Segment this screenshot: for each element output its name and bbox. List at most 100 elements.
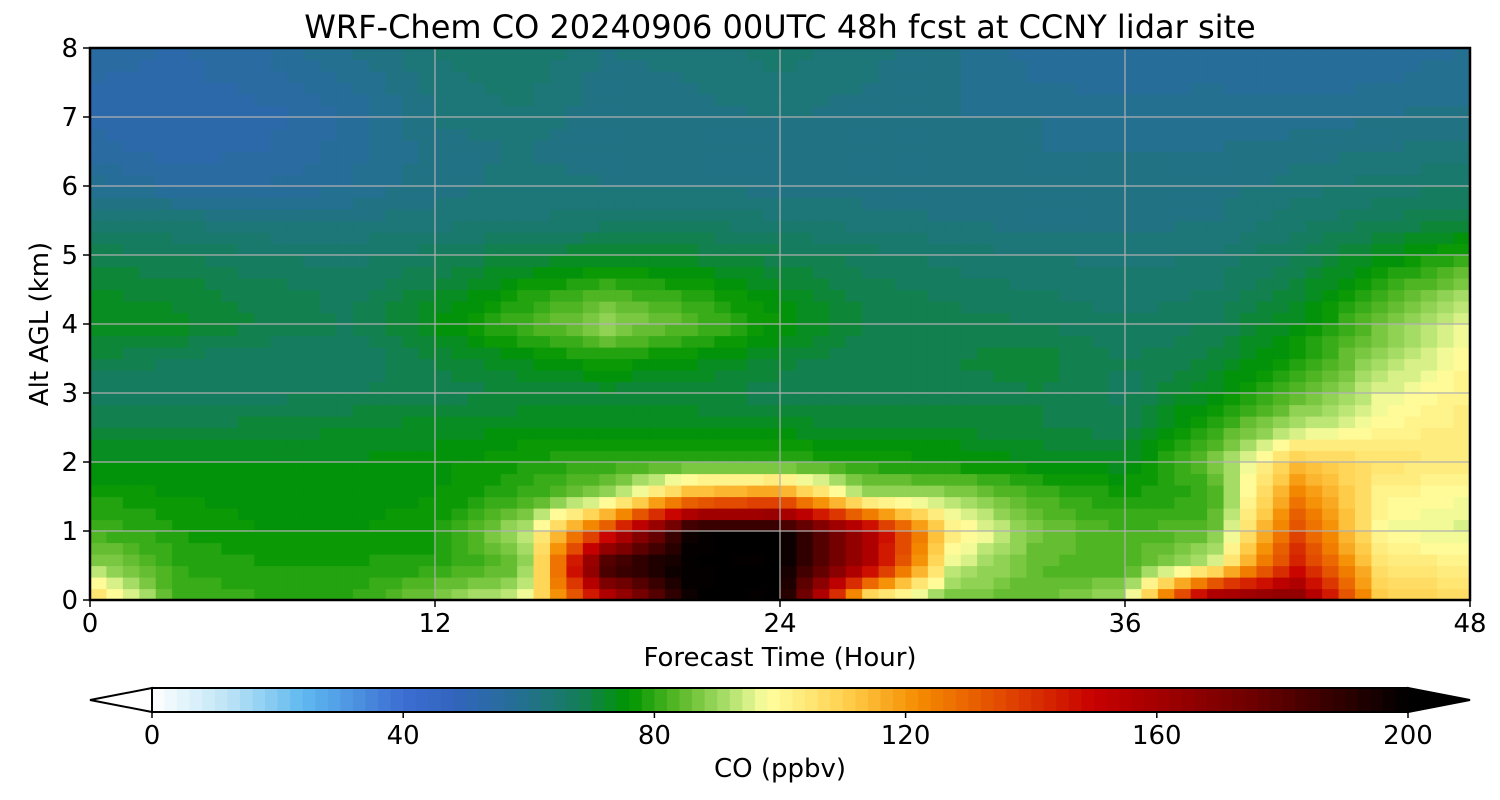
heatmap-cell: [205, 117, 223, 130]
heatmap-cell: [566, 381, 584, 394]
heatmap-cell: [517, 174, 535, 187]
heatmap-cell: [106, 324, 124, 337]
heatmap-cell: [1289, 151, 1307, 164]
heatmap-cell: [632, 289, 650, 302]
colorbar-segment: [1244, 688, 1258, 712]
heatmap-cell: [517, 542, 535, 555]
heatmap-cell: [90, 473, 108, 486]
heatmap-cell: [418, 278, 436, 291]
heatmap-cell: [1240, 542, 1258, 555]
heatmap-cell: [714, 450, 732, 463]
heatmap-cell: [1026, 439, 1044, 452]
heatmap-cell: [205, 450, 223, 463]
heatmap-cell: [1223, 243, 1241, 256]
heatmap-cell: [550, 220, 568, 233]
colorbar-segment: [177, 688, 191, 712]
heatmap-cell: [254, 220, 272, 233]
y-tick-label: 1: [61, 517, 78, 547]
heatmap-cell: [812, 289, 830, 302]
heatmap-cell: [697, 71, 715, 84]
heatmap-cell: [1125, 427, 1143, 440]
heatmap-cell: [451, 105, 469, 118]
heatmap-cell: [221, 289, 239, 302]
heatmap-cell: [895, 94, 913, 107]
heatmap-cell: [615, 324, 633, 337]
heatmap-cell: [911, 82, 929, 95]
heatmap-cell: [270, 554, 288, 567]
heatmap-cell: [1059, 105, 1077, 118]
heatmap-cell: [303, 508, 321, 521]
heatmap-cell: [451, 186, 469, 199]
heatmap-cell: [812, 163, 830, 176]
heatmap-cell: [977, 370, 995, 383]
heatmap-cell: [599, 347, 617, 360]
heatmap-cell: [320, 140, 338, 153]
heatmap-cell: [205, 71, 223, 84]
heatmap-cell: [1305, 128, 1323, 141]
heatmap-cell: [402, 186, 420, 199]
heatmap-cell: [1223, 71, 1241, 84]
heatmap-cell: [681, 542, 699, 555]
heatmap-cell: [1174, 404, 1192, 417]
heatmap-cell: [352, 255, 370, 268]
heatmap-cell: [730, 48, 748, 61]
colorbar-segment: [842, 688, 856, 712]
heatmap-cell: [1305, 370, 1323, 383]
heatmap-cell: [369, 473, 387, 486]
heatmap-cell: [320, 335, 338, 348]
heatmap-cell: [1207, 82, 1225, 95]
heatmap-cell: [829, 554, 847, 567]
heatmap-cell: [1042, 48, 1060, 61]
heatmap-cell: [287, 370, 305, 383]
heatmap-cell: [237, 508, 255, 521]
heatmap-cell: [385, 358, 403, 371]
heatmap-cell: [451, 427, 469, 440]
heatmap-cell: [763, 105, 781, 118]
heatmap-cell: [1256, 542, 1274, 555]
heatmap-cell: [517, 565, 535, 578]
heatmap-cell: [500, 266, 518, 279]
heatmap-cell: [155, 519, 173, 532]
heatmap-cell: [1174, 220, 1192, 233]
heatmap-cell: [1174, 82, 1192, 95]
heatmap-cell: [1157, 301, 1175, 314]
heatmap-cell: [697, 232, 715, 245]
heatmap-cell: [122, 209, 140, 222]
heatmap-cell: [796, 312, 814, 325]
heatmap-cell: [812, 381, 830, 394]
heatmap-cell: [1355, 542, 1373, 555]
heatmap-cell: [1240, 324, 1258, 337]
heatmap-cell: [960, 577, 978, 590]
heatmap-cell: [1141, 197, 1159, 210]
colorbar-segment: [1006, 688, 1020, 712]
heatmap-cell: [270, 59, 288, 72]
heatmap-cell: [1338, 197, 1356, 210]
heatmap-cell: [960, 128, 978, 141]
heatmap-cell: [599, 232, 617, 245]
heatmap-cell: [221, 186, 239, 199]
heatmap-cell: [1010, 347, 1028, 360]
heatmap-cell: [467, 554, 485, 567]
heatmap-cell: [599, 266, 617, 279]
heatmap-cell: [730, 117, 748, 130]
heatmap-cell: [1371, 59, 1389, 72]
heatmap-cell: [1387, 347, 1405, 360]
heatmap-cell: [829, 370, 847, 383]
heatmap-cell: [648, 151, 666, 164]
heatmap-cell: [1322, 220, 1340, 233]
heatmap-cell: [1075, 358, 1093, 371]
heatmap-cell: [599, 565, 617, 578]
heatmap-cell: [517, 462, 535, 475]
heatmap-cell: [648, 381, 666, 394]
heatmap-cell: [1404, 71, 1422, 84]
heatmap-cell: [320, 163, 338, 176]
heatmap-cell: [944, 220, 962, 233]
heatmap-cell: [1240, 427, 1258, 440]
heatmap-cell: [1256, 243, 1274, 256]
heatmap-cell: [188, 531, 206, 544]
heatmap-cell: [550, 163, 568, 176]
heatmap-cell: [1404, 473, 1422, 486]
heatmap-cell: [796, 508, 814, 521]
heatmap-cell: [484, 404, 502, 417]
heatmap-cell: [336, 462, 354, 475]
